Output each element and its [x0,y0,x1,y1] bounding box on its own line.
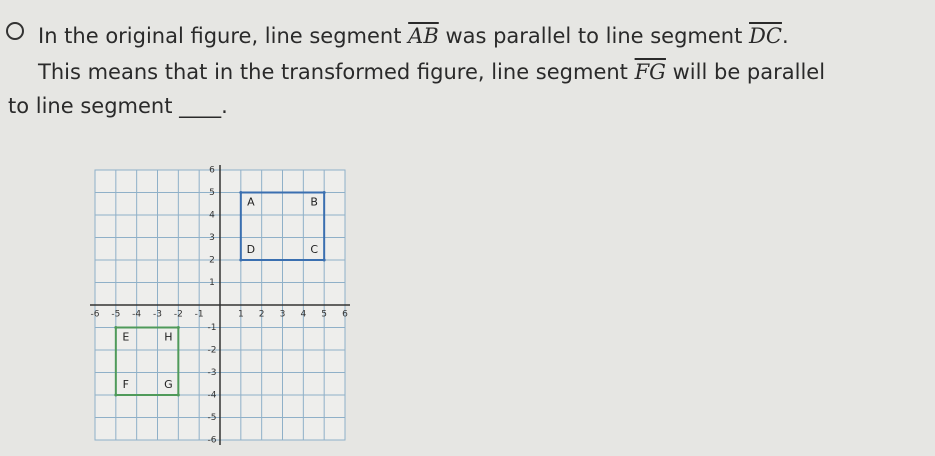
point-label: D [247,243,255,256]
vertex [176,326,180,329]
segment: FG [634,60,666,84]
text: In the original figure, line segment [38,24,409,48]
y-tick-label: 3 [209,233,215,243]
y-tick-label: 5 [209,188,215,198]
text: was parallel to line segment [438,24,750,48]
point-label: B [310,196,318,209]
x-tick-label: -6 [91,310,100,320]
y-tick-label: 4 [209,211,215,221]
vertex [239,191,243,194]
y-tick-label: 6 [209,166,215,176]
blank: ____ [179,94,222,118]
point-label: C [310,243,318,256]
y-tick-label: -3 [208,368,217,378]
y-tick-label: -1 [208,323,217,333]
segment: DC [749,24,782,48]
x-tick-label: 1 [238,310,244,320]
point-label: A [247,196,255,209]
text: This means that in the transformed figur… [38,60,635,84]
x-tick-label: 5 [321,310,327,320]
y-tick-label: -5 [208,413,217,423]
vertex [239,258,243,262]
y-tick-label: -2 [208,346,217,356]
vertex [322,258,326,262]
vertex [176,393,180,397]
text: . [781,24,789,48]
question-line: In the original figure, line segment AB … [38,24,789,48]
y-tick-label: 2 [209,256,215,266]
x-tick-label: -1 [195,310,204,320]
vertex [114,326,118,329]
segment: AB [408,24,439,48]
x-tick-label: -2 [174,310,183,320]
x-tick-label: 4 [300,310,306,320]
question-line: to line segment ____. [8,94,228,118]
y-tick-label: -6 [208,436,217,446]
x-tick-label: 3 [280,310,286,320]
text: . [221,94,228,118]
x-tick-label: -3 [153,310,162,320]
x-tick-label: 6 [342,310,348,320]
y-tick-label: -4 [208,391,217,401]
question-icon [6,22,24,40]
x-tick-label: -4 [132,310,141,320]
point-label: F [123,378,129,391]
point-label: G [164,378,173,391]
text: will be parallel [665,60,826,84]
y-tick-label: 1 [209,278,215,288]
vertex [114,393,118,397]
question-line: This means that in the transformed figur… [38,60,825,84]
point-label: H [164,331,172,344]
point-label: E [122,331,129,344]
text: to line segment [8,94,180,118]
x-tick-label: 2 [259,310,265,320]
vertex [322,191,326,194]
x-tick-label: -5 [111,310,120,320]
